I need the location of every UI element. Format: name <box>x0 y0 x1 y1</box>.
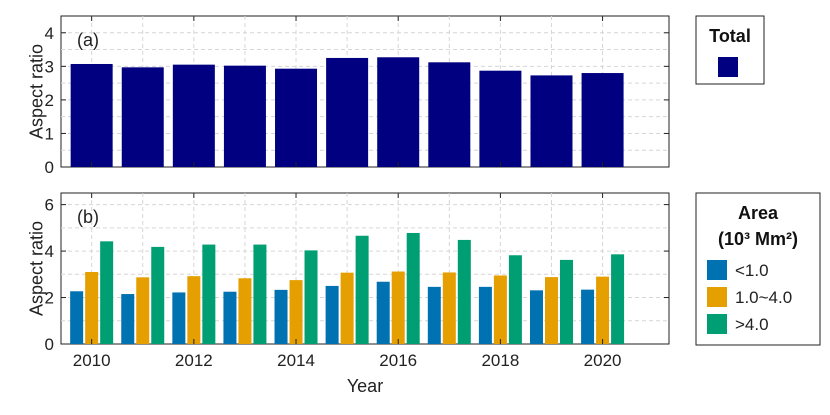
x-tick-label: 2020 <box>584 351 622 370</box>
bar-series1-2013 <box>223 291 237 344</box>
bar-series3-2019 <box>559 259 573 344</box>
y-tick-label: 0 <box>45 158 54 177</box>
bar-series3-2010 <box>100 241 114 344</box>
y-tick-label: 2 <box>45 91 54 110</box>
bar-series1-2015 <box>325 285 339 344</box>
x-tick-label: 2016 <box>379 351 417 370</box>
bar-series3-2015 <box>355 235 369 344</box>
y-tick-label: 4 <box>45 24 54 43</box>
x-tick-label: 2012 <box>175 351 213 370</box>
legend-total-title: Total <box>709 26 751 46</box>
bar-series2-2013 <box>238 278 252 344</box>
bar-series2-2010 <box>85 271 99 344</box>
y-tick-label: 4 <box>45 242 54 261</box>
legend-entry-label: >4.0 <box>735 315 769 334</box>
panel-a-bars <box>70 57 624 168</box>
bar-series1-2016 <box>376 281 390 344</box>
legend-entry-label: 1.0~4.0 <box>735 288 792 307</box>
y-tick-label: 2 <box>45 289 54 308</box>
legend-swatch <box>707 314 727 334</box>
legend-area-subtitle: (10³ Mm²) <box>718 229 798 249</box>
bar-total-2011 <box>121 67 164 167</box>
bar-series2-2014 <box>289 280 303 344</box>
bar-series1-2014 <box>274 289 288 344</box>
x-tick-label: 2010 <box>73 351 111 370</box>
legend-area: Area (10³ Mm²) <1.0 1.0~4.0 >4.0 <box>695 192 821 346</box>
bar-series2-2018 <box>493 275 507 344</box>
bar-total-2020 <box>581 73 624 167</box>
legend-total: Total <box>695 15 765 85</box>
bar-series1-2011 <box>121 294 135 344</box>
panel-b-y-ticks: 0 2 4 6 <box>45 196 669 354</box>
bar-series2-2019 <box>544 277 558 344</box>
bar-series1-2018 <box>478 286 492 344</box>
legend-entry-label: <1.0 <box>735 261 769 280</box>
panel-a-y-axis-label: Aspect ratio <box>26 44 46 139</box>
panel-b-bars <box>70 232 625 344</box>
x-tick-label: 2014 <box>277 351 315 370</box>
bar-series3-2014 <box>304 250 318 344</box>
panel-b: 0 2 4 6 2010 2012 2014 2016 2018 2020 (b) Aspect… <box>26 192 670 396</box>
y-tick-label: 6 <box>45 196 54 215</box>
bar-series1-2010 <box>70 291 84 344</box>
bar-series3-2012 <box>202 244 216 344</box>
bar-series3-2013 <box>253 244 267 344</box>
legend-area-title: Area <box>738 203 779 223</box>
bar-series2-2020 <box>596 276 610 344</box>
bar-total-2015 <box>326 57 369 167</box>
legend-swatch <box>707 260 727 280</box>
bar-series3-2020 <box>611 254 625 344</box>
legend-area-items: <1.0 1.0~4.0 >4.0 <box>707 260 792 334</box>
bar-total-2017 <box>428 62 471 167</box>
bar-series3-2017 <box>457 239 471 344</box>
bar-series3-2011 <box>151 246 165 344</box>
bar-series1-2019 <box>529 290 543 344</box>
y-tick-label: 0 <box>45 335 54 354</box>
panel-b-x-ticks: 2010 2012 2014 2016 2018 2020 <box>73 193 622 370</box>
bar-series2-2017 <box>442 272 456 344</box>
bar-total-2012 <box>172 64 215 167</box>
bar-series1-2017 <box>427 286 441 344</box>
bar-total-2010 <box>70 63 113 167</box>
x-tick-label: 2018 <box>481 351 519 370</box>
x-axis-label: Year <box>347 376 383 396</box>
panel-a-label: (a) <box>77 30 99 50</box>
legend-total-swatch <box>718 57 738 77</box>
panel-a: 0 1 2 3 4 (a) Aspect ratio <box>26 15 670 177</box>
bar-series2-2012 <box>187 276 201 344</box>
panel-a-y-ticks: 0 1 2 3 4 <box>45 16 669 177</box>
panel-b-label: (b) <box>77 207 99 227</box>
y-tick-label: 1 <box>45 124 54 143</box>
bar-total-2014 <box>275 68 318 167</box>
y-tick-label: 3 <box>45 57 54 76</box>
bar-total-2018 <box>479 70 522 167</box>
bar-total-2019 <box>530 75 573 167</box>
bar-series2-2016 <box>391 271 405 344</box>
bar-series3-2018 <box>508 255 522 344</box>
bar-series3-2016 <box>406 232 420 344</box>
bar-series2-2015 <box>340 272 354 344</box>
legend-swatch <box>707 287 727 307</box>
bar-total-2013 <box>223 65 266 167</box>
bar-total-2016 <box>377 57 420 168</box>
bar-series2-2011 <box>136 277 150 344</box>
panel-b-y-axis-label: Aspect ratio <box>26 221 46 316</box>
bar-series1-2012 <box>172 292 186 344</box>
bar-series1-2020 <box>581 289 595 344</box>
